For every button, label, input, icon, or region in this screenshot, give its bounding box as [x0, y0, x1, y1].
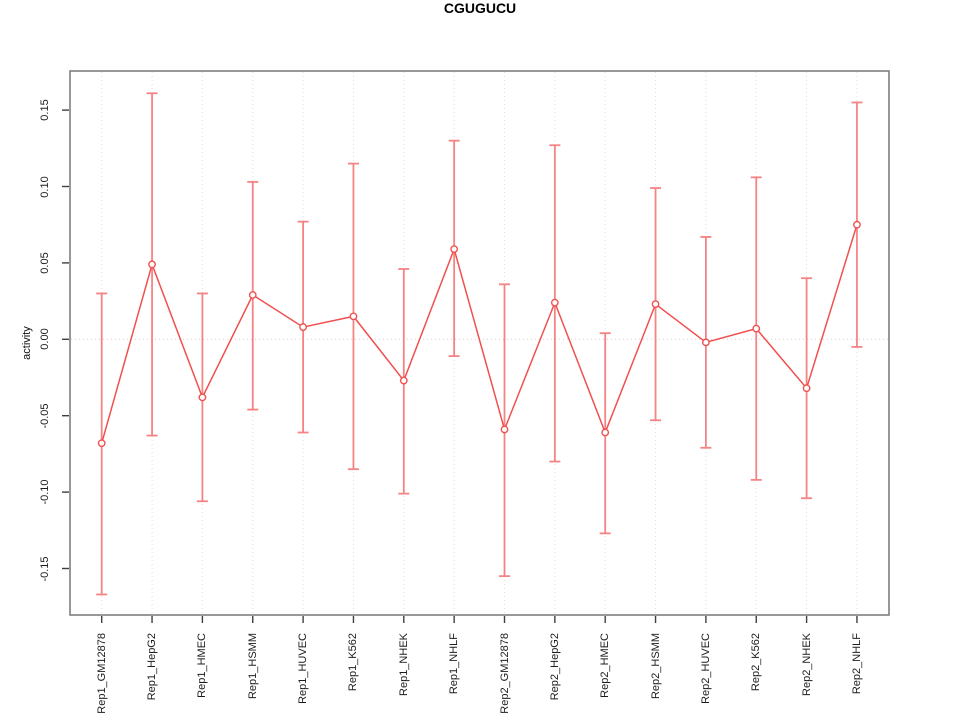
y-tick-label-text: 0.00 — [39, 328, 51, 351]
y-tick-label-text: -0.15 — [39, 555, 51, 582]
data-point-marker — [248, 291, 257, 299]
data-point-marker — [198, 393, 207, 402]
y-tick-label-text: 0.15 — [39, 99, 51, 121]
x-tick-label-text: Rep2_HepG2 — [548, 633, 561, 701]
x-tick-label-text: Rep2_GM12878 — [498, 633, 511, 714]
x-tick-label-text: Rep2_NHLF — [850, 633, 863, 695]
data-point-marker — [349, 312, 358, 321]
data-point-marker — [148, 260, 156, 269]
y-tick-label-text: 0.05 — [39, 252, 51, 274]
data-point-marker — [601, 428, 610, 437]
y-tick-label-text: 0.10 — [39, 175, 51, 198]
x-tick-label-text: Rep1_NHEK — [397, 633, 410, 696]
x-tick-label-text: Rep1_HSMM — [246, 633, 259, 700]
x-tick-label-text: Rep1_NHLF — [448, 633, 461, 695]
data-point-marker — [97, 439, 106, 448]
y-tick-label-text: -0.05 — [39, 403, 51, 429]
x-tick-label-text: Rep1_HMEC — [196, 633, 209, 698]
x-tick-label-text: Rep1_GM12878 — [95, 633, 108, 714]
data-point-marker — [550, 298, 559, 307]
series-line — [100, 224, 858, 444]
x-tick-label-text: Rep1_HUVEC — [297, 633, 310, 704]
x-tick-label-text: Rep2_NHEK — [800, 633, 813, 696]
plot-border — [69, 70, 890, 616]
x-tick-label-text: Rep1_K562 — [347, 633, 360, 692]
data-point-marker — [299, 323, 307, 331]
data-point-marker — [702, 338, 710, 347]
x-tick-label-text: Rep1_HepG2 — [146, 633, 159, 701]
data-point-marker — [500, 425, 509, 434]
x-tick-label-text: Rep2_K562 — [750, 633, 763, 692]
x-tick-label-text: Rep2_HUVEC — [699, 633, 712, 704]
data-point-marker — [450, 245, 459, 254]
data-point-marker — [853, 220, 861, 229]
x-tick-label-text: Rep2_HMEC — [599, 633, 612, 698]
data-point-marker — [752, 324, 761, 333]
chart-title: CGUGUCU — [443, 0, 517, 16]
data-point-marker — [399, 376, 408, 385]
data-point-marker — [802, 384, 811, 393]
y-axis-title-text: activity — [21, 326, 33, 360]
y-tick-label-text: -0.10 — [39, 479, 51, 505]
x-tick-label-text: Rep2_HSMM — [649, 633, 662, 700]
data-point-marker — [651, 300, 660, 309]
